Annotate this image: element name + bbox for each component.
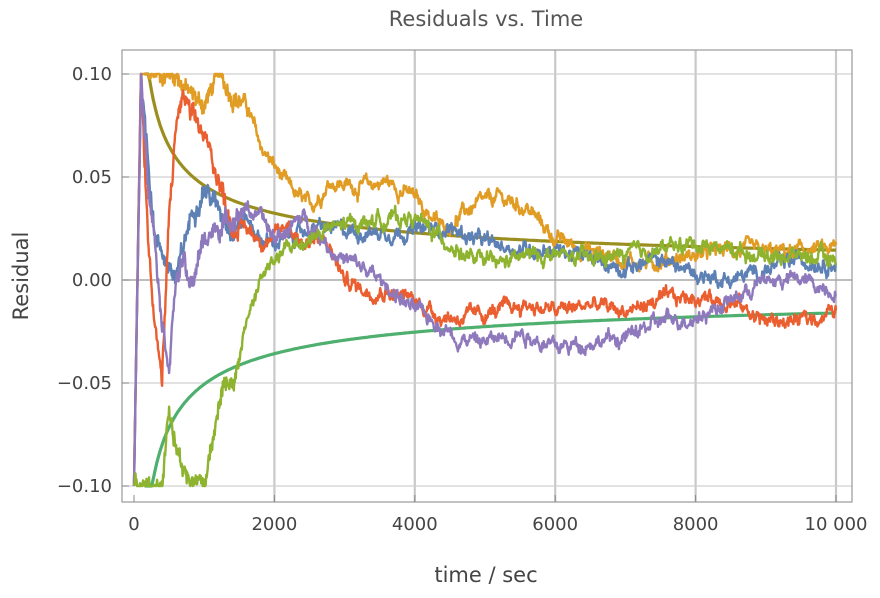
chart-title: Residuals vs. Time xyxy=(389,7,583,31)
x-tick-label: 2000 xyxy=(251,514,297,535)
x-tick-label: 6000 xyxy=(532,514,578,535)
residual-series-2 xyxy=(132,72,838,487)
x-axis-title: time / sec xyxy=(434,563,537,587)
y-tick-label: −0.05 xyxy=(57,373,112,394)
y-tick-label: 0.10 xyxy=(72,64,112,85)
y-axis-title: Residual xyxy=(9,232,33,321)
x-tick-label: 4000 xyxy=(392,514,438,535)
x-tick-label: 0 xyxy=(128,514,139,535)
y-tick-label: −0.10 xyxy=(57,476,112,497)
envelope-curve-6 xyxy=(144,311,836,488)
x-tick-label: 10 000 xyxy=(805,514,868,535)
axis-ticks: 0 2000 4000 6000 8000 10 000 −0.10 −0.05 0.00 0.0… xyxy=(57,64,868,535)
series-lines xyxy=(132,72,838,488)
y-tick-label: 0.05 xyxy=(72,167,112,188)
grid-lines xyxy=(122,50,852,502)
plot-frame xyxy=(121,49,853,503)
residual-series-4 xyxy=(132,204,838,488)
residual-series-3 xyxy=(132,72,837,487)
x-tick-label: 8000 xyxy=(673,514,719,535)
residual-series-0 xyxy=(132,81,837,483)
residual-series-1 xyxy=(132,72,838,487)
y-tick-label: 0.00 xyxy=(72,270,112,291)
